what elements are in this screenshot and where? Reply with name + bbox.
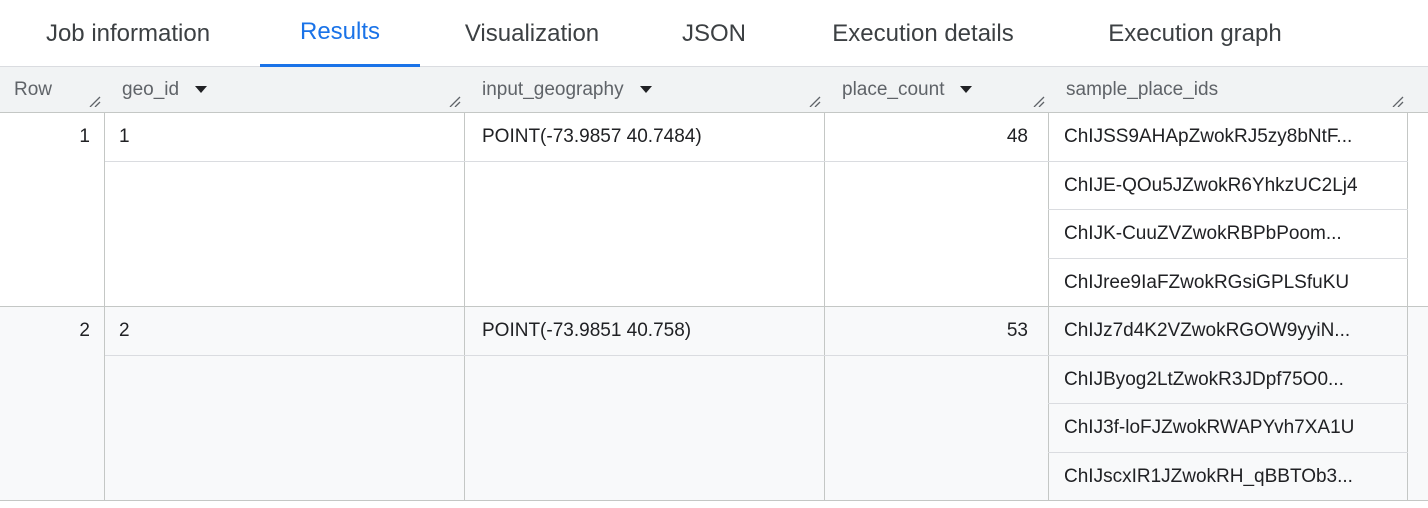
sample-place-id[interactable]: ChIJSS9AHApZwokRJ5zy8bNtF... xyxy=(1048,113,1408,162)
sample-place-ids-cell[interactable]: ChIJz7d4K2VZwokRGOW9yyiN... ChIJByog2LtZ… xyxy=(1048,307,1408,501)
header-label: sample_place_ids xyxy=(1066,79,1219,100)
header-geo-id[interactable]: geo_id xyxy=(108,67,208,113)
sample-place-id[interactable]: ChIJE-QOu5JZwokR6YhkzUC2Lj4 xyxy=(1048,162,1408,210)
geo-id-value: 2 xyxy=(119,320,130,341)
header-label: place_count xyxy=(842,79,945,100)
sample-place-id[interactable]: ChIJree9IaFZwokRGsiGPLSfuKU xyxy=(1064,271,1350,293)
sample-place-id[interactable]: ChIJ3f-loFJZwokRWAPYvh7XA1U xyxy=(1048,404,1408,453)
table-row: 2 2 POINT(-73.9851 40.758) 53 ChIJz7d4K2… xyxy=(0,307,1428,501)
geo-id-cell[interactable]: 2 xyxy=(104,307,465,501)
table-header: Row geo_id input_geography place_count s… xyxy=(0,67,1428,113)
sample-place-id[interactable]: ChIJByog2LtZwokR3JDpf75O0... xyxy=(1048,356,1408,404)
row-number: 2 xyxy=(79,320,90,341)
tab-bar: Job information Results Visualization JS… xyxy=(0,0,1428,67)
tab-visualization[interactable]: Visualization xyxy=(464,20,600,47)
column-resize-handle-icon[interactable] xyxy=(88,95,102,107)
geo-id-cell[interactable]: 1 xyxy=(104,113,465,307)
sort-menu-icon[interactable] xyxy=(195,86,208,94)
column-resize-handle-icon[interactable] xyxy=(1032,95,1046,107)
header-place-count[interactable]: place_count xyxy=(828,67,973,113)
sample-place-id[interactable]: ChIJscxIR1JZwokRH_qBBTOb3... xyxy=(1064,465,1353,487)
column-resize-handle-icon[interactable] xyxy=(1391,95,1405,107)
tab-job-information[interactable]: Job information xyxy=(45,20,211,47)
sort-menu-icon[interactable] xyxy=(639,86,652,94)
results-table: Row geo_id input_geography place_count s… xyxy=(0,67,1428,501)
sample-place-ids-cell[interactable]: ChIJSS9AHApZwokRJ5zy8bNtF... ChIJE-QOu5J… xyxy=(1048,113,1408,307)
sample-place-id[interactable]: ChIJz7d4K2VZwokRGOW9yyiN... xyxy=(1048,307,1408,356)
input-geography-value: POINT(-73.9857 40.7484) xyxy=(482,126,702,147)
place-count-value: 48 xyxy=(1006,126,1028,147)
place-count-cell[interactable]: 53 xyxy=(824,307,1049,501)
column-resize-handle-icon[interactable] xyxy=(808,95,822,107)
input-geography-value: POINT(-73.9851 40.758) xyxy=(482,320,692,341)
input-geography-cell[interactable]: POINT(-73.9851 40.758) xyxy=(464,307,825,501)
tab-execution-details[interactable]: Execution details xyxy=(832,20,1014,47)
place-count-cell[interactable]: 48 xyxy=(824,113,1049,307)
sort-menu-icon[interactable] xyxy=(960,86,973,94)
tab-json[interactable]: JSON xyxy=(681,20,746,47)
place-count-value: 53 xyxy=(1006,320,1028,341)
input-geography-cell[interactable]: POINT(-73.9857 40.7484) xyxy=(464,113,825,307)
geo-id-value: 1 xyxy=(119,126,130,147)
tab-results[interactable]: Results xyxy=(260,0,420,67)
table-row: 1 1 POINT(-73.9857 40.7484) 48 ChIJSS9AH… xyxy=(0,113,1428,307)
column-resize-handle-icon[interactable] xyxy=(448,95,462,107)
sample-place-id[interactable]: ChIJK-CuuZVZwokRBPbPoom... xyxy=(1048,210,1408,259)
header-label: input_geography xyxy=(482,79,624,100)
header-label: geo_id xyxy=(122,79,180,100)
row-number-cell: 2 xyxy=(0,307,105,501)
header-sample-place-ids[interactable]: sample_place_ids xyxy=(1052,67,1218,113)
row-number: 1 xyxy=(79,126,90,147)
header-row: Row xyxy=(0,67,52,113)
row-number-cell: 1 xyxy=(0,113,105,307)
header-input-geography[interactable]: input_geography xyxy=(468,67,652,113)
header-label: Row xyxy=(14,79,53,100)
tab-execution-graph[interactable]: Execution graph xyxy=(1108,20,1282,47)
